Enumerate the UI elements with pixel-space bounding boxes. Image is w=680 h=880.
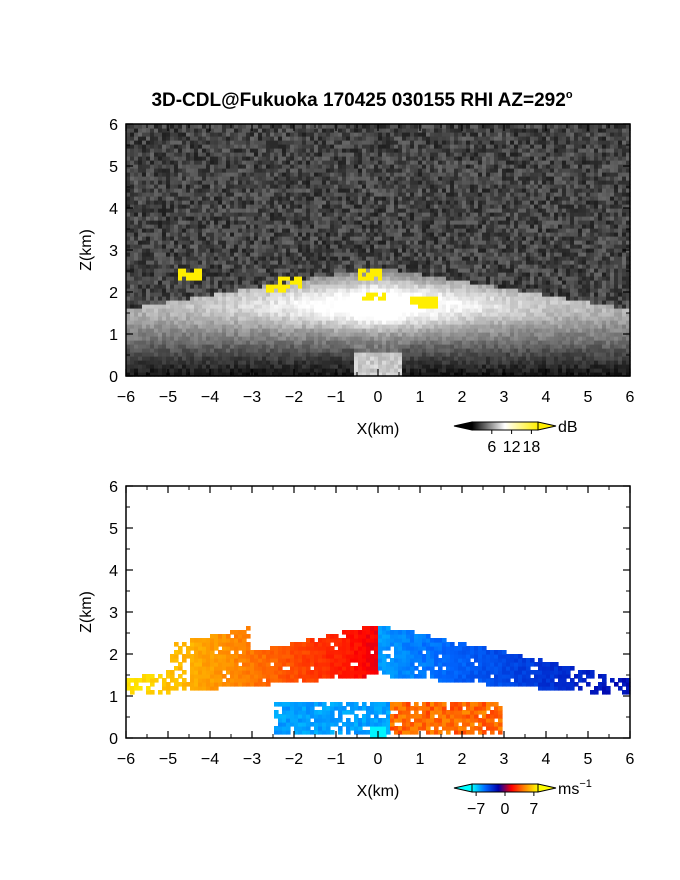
x-tick-label: 2 (458, 389, 467, 406)
colorbar-unit: ms−1 (558, 778, 592, 798)
x-tick-label: 3 (500, 751, 509, 768)
x-tick-label: 4 (542, 389, 551, 406)
x-tick-label: −4 (201, 751, 219, 768)
x-tick-label: 5 (584, 751, 593, 768)
y-tick-label: 1 (109, 327, 118, 344)
colorbar-unit: dB (558, 419, 578, 436)
backscatter-axes: −6 −5 −4 −3 −2 −1 0 1 2 3 4 5 6 0 1 2 3 4 5 6 (109, 117, 634, 406)
y-tick-label: 6 (109, 479, 118, 496)
x-tick-label: −3 (243, 751, 261, 768)
y-tick-label: 0 (109, 731, 118, 748)
velocity-colorbar: ms−1 −7 0 7 (453, 778, 592, 818)
y-tick-label: 5 (109, 159, 118, 176)
velocity-axes: −6 −5 −4 −3 −2 −1 0 1 2 3 4 5 6 0 1 2 3 4 5 6 (109, 479, 634, 768)
colorbar-tick: −7 (467, 801, 485, 818)
colorbar-tick: 12 (503, 439, 521, 456)
colorbar-tick: 0 (501, 801, 510, 818)
y-tick-label: 5 (109, 521, 118, 538)
figure-title: 3D-CDL@Fukuoka 170425 030155 RHI AZ=292o (151, 89, 572, 111)
x-tick-label: −2 (285, 751, 303, 768)
x-tick-label: −6 (117, 751, 135, 768)
x-tick-label: 6 (626, 389, 635, 406)
y-tick-label: 0 (109, 369, 118, 386)
x-tick-label: 1 (416, 751, 425, 768)
y-tick-label: 3 (109, 605, 118, 622)
x-tick-label: 5 (584, 389, 593, 406)
velocity-plot-background (126, 486, 630, 738)
x-tick-label: −1 (327, 389, 345, 406)
velocity-ylabel: Z(km) (78, 591, 95, 633)
x-tick-label: −3 (243, 389, 261, 406)
velocity-xlabel: X(km) (357, 783, 400, 800)
x-tick-label: 0 (374, 751, 383, 768)
colorbar-tick: 18 (523, 439, 541, 456)
backscatter-xlabel: X(km) (357, 421, 400, 438)
x-tick-label: −6 (117, 389, 135, 406)
x-tick-label: −5 (159, 389, 177, 406)
y-tick-label: 1 (109, 689, 118, 706)
x-tick-label: 1 (416, 389, 425, 406)
colorbar-tick: 6 (487, 439, 496, 456)
backscatter-colorbar: dB 6 12 18 (453, 419, 578, 456)
x-tick-label: 0 (374, 389, 383, 406)
y-tick-label: 6 (109, 117, 118, 134)
x-tick-label: −5 (159, 751, 177, 768)
x-tick-label: 4 (542, 751, 551, 768)
backscatter-ylabel: Z(km) (78, 229, 95, 271)
y-tick-label: 2 (109, 285, 118, 302)
x-tick-label: −4 (201, 389, 219, 406)
x-tick-label: −2 (285, 389, 303, 406)
y-tick-label: 3 (109, 243, 118, 260)
velocity-heatmap (126, 626, 631, 739)
y-tick-label: 2 (109, 647, 118, 664)
y-tick-label: 4 (109, 201, 118, 218)
x-tick-label: −1 (327, 751, 345, 768)
backscatter-heatmap (126, 124, 631, 377)
x-tick-label: 2 (458, 751, 467, 768)
x-tick-label: 3 (500, 389, 509, 406)
colorbar-tick: 7 (529, 801, 538, 818)
x-tick-label: 6 (626, 751, 635, 768)
y-tick-label: 4 (109, 563, 118, 580)
velocity-panel: −6 −5 −4 −3 −2 −1 0 1 2 3 4 5 6 0 1 2 3 4 5 6 X(km) Z(km) m… (78, 479, 635, 818)
